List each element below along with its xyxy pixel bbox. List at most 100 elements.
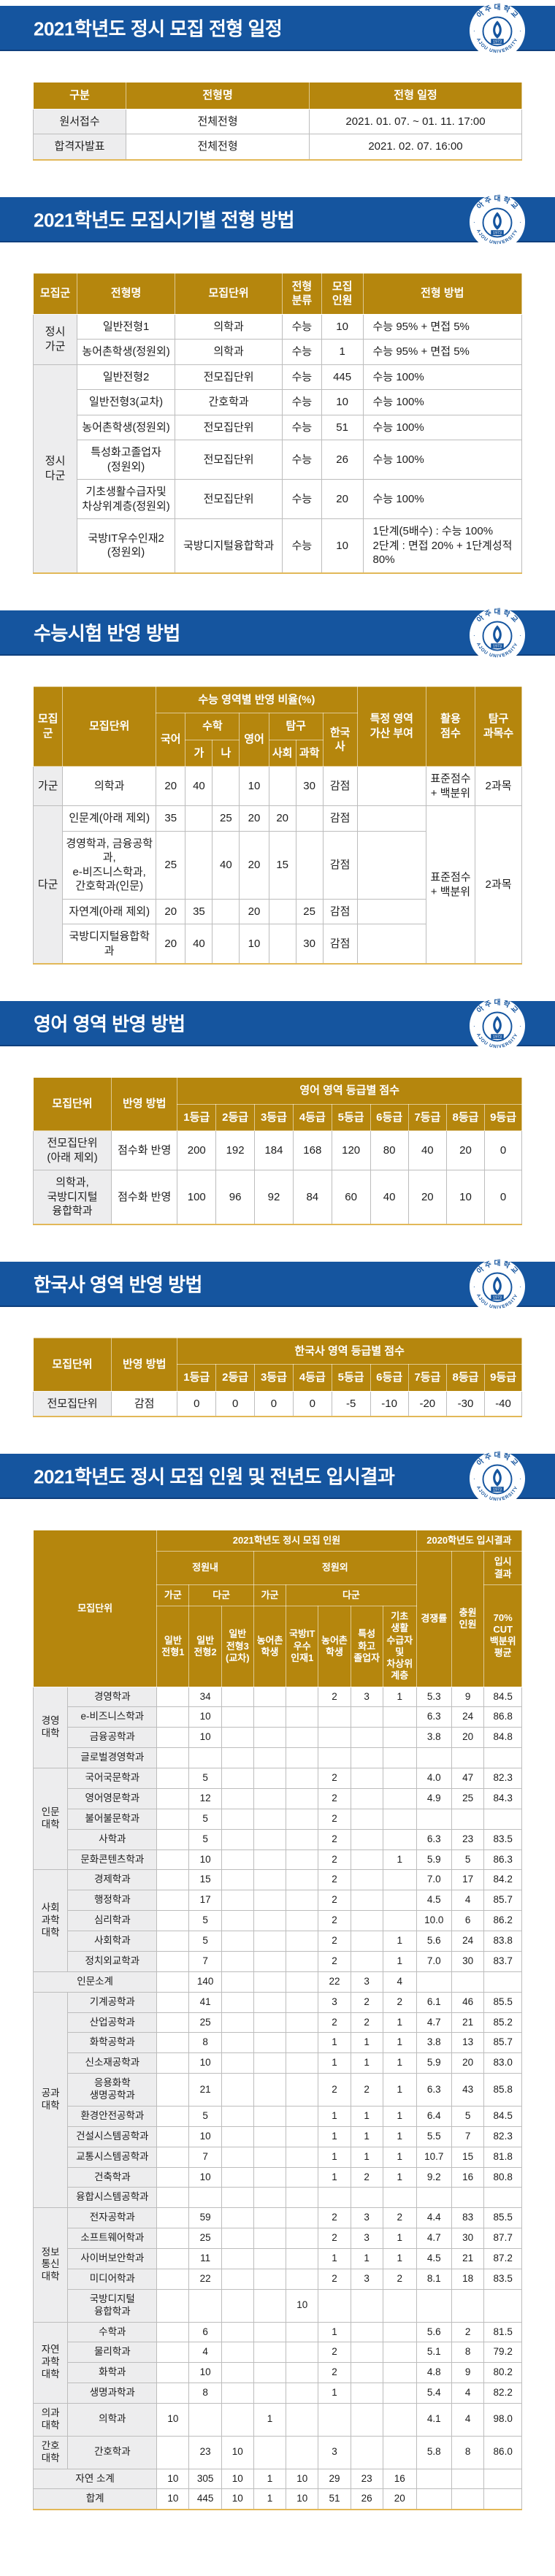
data-cell: 16 bbox=[382, 2468, 417, 2490]
data-cell: 10 bbox=[188, 2166, 222, 2188]
data-cell bbox=[318, 1727, 351, 1749]
english-reflection-table: 모집단위 반영 방법 영어 영역 등급별 점수 1등급 2등급 3등급 4등급 5등급 6등급 7… bbox=[32, 1077, 522, 1225]
data-cell: 85.5 bbox=[483, 2207, 522, 2229]
data-cell bbox=[350, 2187, 383, 2209]
data-cell bbox=[156, 2362, 190, 2384]
header-cell: 정원외 bbox=[253, 1551, 417, 1585]
data-cell: 0 bbox=[254, 1390, 294, 1417]
data-cell: 수능 bbox=[282, 313, 322, 340]
label-cell: 의학과 bbox=[67, 2403, 158, 2437]
data-cell: 87.7 bbox=[483, 2228, 522, 2249]
data-cell: 1 bbox=[318, 2383, 351, 2404]
data-cell: 의학과 bbox=[174, 313, 283, 340]
data-cell: 24 bbox=[451, 1706, 485, 1728]
label-cell: 산업공학과 bbox=[67, 2012, 158, 2033]
table-row: 화학공학과 8 1 1 1 3.8 13 85.7 bbox=[34, 2032, 522, 2054]
data-cell: 감점 bbox=[111, 1390, 178, 1417]
data-cell: 30 bbox=[295, 924, 324, 965]
data-cell bbox=[483, 1808, 522, 1830]
data-cell: 82.2 bbox=[483, 2383, 522, 2404]
data-cell: 4 bbox=[451, 1890, 485, 1912]
data-cell: 29 bbox=[318, 2468, 351, 2490]
table-row: 간호 대학 간호학과 23 10 3 5.8 8 86.0 bbox=[32, 2435, 522, 2469]
data-cell bbox=[286, 1950, 319, 1972]
header-cell: 모집 인원 bbox=[321, 272, 364, 315]
data-cell: 1 bbox=[318, 2166, 351, 2188]
table-row: 교통시스템공학과 7 1 1 1 10.7 15 81.8 bbox=[34, 2146, 522, 2168]
data-cell bbox=[350, 2362, 383, 2384]
data-cell bbox=[156, 1950, 190, 1972]
label-cell: 건축학과 bbox=[67, 2166, 158, 2188]
data-cell: 4.4 bbox=[416, 2207, 452, 2229]
data-cell: 2 bbox=[318, 1808, 351, 1830]
table-row: 글로벌경영학과 bbox=[34, 1747, 522, 1768]
data-cell: 8 bbox=[188, 2383, 222, 2404]
data-cell: 86.3 bbox=[483, 1849, 522, 1871]
data-cell: 2 bbox=[318, 1890, 351, 1912]
data-cell: 96 bbox=[215, 1170, 256, 1224]
data-cell bbox=[286, 1931, 319, 1952]
table-row: 미디어학과 22 2 3 2 8.1 18 83.5 bbox=[34, 2268, 522, 2290]
table-row: 원서접수 전체전형 2021. 01. 07. ~ 01. 11. 17:00 bbox=[32, 108, 523, 134]
header-cell: 2등급 bbox=[215, 1103, 256, 1131]
label-cell: 경영학과 bbox=[67, 1686, 158, 1708]
data-cell bbox=[350, 1869, 383, 1891]
data-cell bbox=[382, 1828, 417, 1850]
header-cell: 가군 bbox=[253, 1584, 287, 1607]
data-cell bbox=[350, 1787, 383, 1809]
header-cell: 모집단위 bbox=[62, 686, 157, 767]
data-cell: 5 bbox=[188, 1910, 222, 1931]
data-cell bbox=[286, 2207, 319, 2229]
label-cell: 합계 bbox=[32, 2488, 158, 2510]
data-cell bbox=[350, 2383, 383, 2404]
data-cell: 10 bbox=[221, 2488, 254, 2510]
section-banner: 2021학년도 정시 모집 전형 일정 아 주 대 학 교 AJOU UNIVER… bbox=[0, 2, 555, 59]
ajou-emblem bbox=[493, 1276, 502, 1295]
table-row: 구분 전형명 전형 일정 bbox=[32, 82, 523, 110]
data-cell: 83.8 bbox=[483, 1931, 522, 1952]
header-cell: 한국사 영역 등급별 점수 bbox=[177, 1337, 522, 1365]
data-cell: 1 bbox=[382, 2228, 417, 2249]
data-cell: 1 bbox=[382, 2125, 417, 2147]
table-row: 화학과 10 2 4.8 9 80.2 bbox=[34, 2362, 522, 2384]
data-cell: 10 bbox=[188, 2362, 222, 2384]
table-row: 정원내 정원외 경쟁률 충원 인원 입시 결과 bbox=[34, 1551, 522, 1687]
data-cell: 5.4 bbox=[416, 2383, 452, 2404]
data-cell bbox=[416, 1747, 452, 1768]
data-cell: 40 bbox=[407, 1130, 447, 1170]
data-cell: 84.5 bbox=[483, 2105, 522, 2127]
data-cell: 40 bbox=[185, 766, 213, 806]
data-cell: 2 bbox=[318, 1910, 351, 1931]
data-cell: 5 bbox=[451, 1849, 485, 1871]
data-cell: 2 bbox=[318, 2268, 351, 2290]
data-cell: 1 bbox=[382, 1950, 417, 1972]
data-cell: 점수화 반영 bbox=[111, 1130, 178, 1170]
data-cell bbox=[156, 1890, 190, 1912]
header-cell: 사회 bbox=[268, 739, 296, 767]
data-cell bbox=[253, 2248, 287, 2269]
data-cell bbox=[253, 2288, 287, 2323]
data-cell bbox=[156, 2435, 190, 2469]
data-cell bbox=[253, 1686, 287, 1708]
label-cell: 정보 통신 대학 bbox=[32, 2207, 69, 2323]
section-title: 수능시험 반영 방법 bbox=[34, 622, 180, 644]
data-cell bbox=[318, 1706, 351, 1728]
data-cell: 17 bbox=[451, 1869, 485, 1891]
table-row: 경영 대학 경영학과 34 2 3 1 5.3 9 84.5 bbox=[32, 1686, 522, 1768]
data-cell: 농어촌학생(정원외) bbox=[77, 339, 175, 365]
data-cell: 3 bbox=[350, 2207, 383, 2229]
table-row: 소프트웨어학과 25 2 3 1 4.7 30 87.7 bbox=[34, 2228, 522, 2249]
data-cell bbox=[156, 2166, 190, 2188]
data-cell bbox=[451, 2468, 485, 2490]
data-cell: 4.1 bbox=[416, 2403, 452, 2437]
data-cell bbox=[156, 2052, 190, 2074]
section-banner: 2021학년도 모집시기별 전형 방법 아 주 대 학 교 AJOU UNIVER… bbox=[0, 193, 555, 250]
data-cell: 3 bbox=[350, 1971, 383, 1993]
data-cell: 83.7 bbox=[483, 1950, 522, 1972]
ajou-emblem bbox=[493, 1016, 502, 1034]
label-cell: 기계공학과 bbox=[67, 1991, 158, 2013]
table-row: 모집단위 반영 방법 영어 영역 등급별 점수 bbox=[32, 1077, 522, 1131]
data-cell bbox=[253, 2052, 287, 2074]
